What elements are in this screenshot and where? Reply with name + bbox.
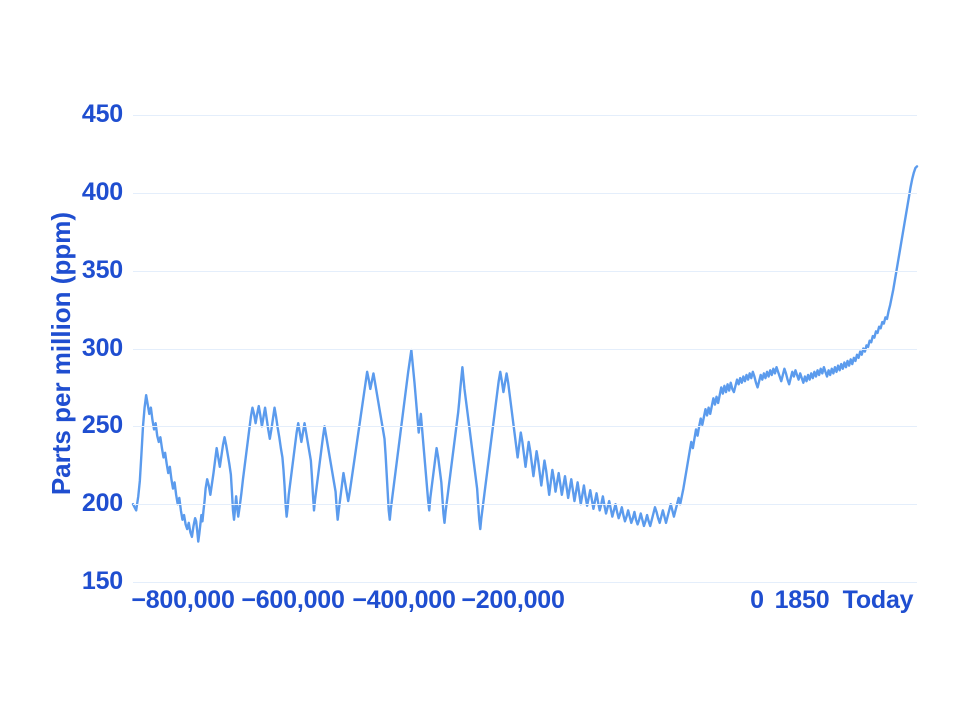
y-tick-label-wrap: 300 bbox=[0, 336, 123, 362]
x-tick-label: −400,000 bbox=[352, 586, 456, 614]
y-tick-label: 400 bbox=[81, 178, 123, 206]
y-tick-label-wrap: 150 bbox=[0, 569, 123, 595]
y-tick-label-wrap: 350 bbox=[0, 258, 123, 284]
gridline bbox=[133, 193, 917, 194]
y-tick-label: 150 bbox=[81, 567, 123, 595]
plot-area bbox=[131, 115, 919, 582]
y-tick-label-wrap: 400 bbox=[0, 180, 123, 206]
gridline bbox=[133, 426, 917, 427]
gridline bbox=[133, 504, 917, 505]
y-tick-label: 350 bbox=[81, 256, 123, 284]
x-tick-label: 1850 bbox=[774, 586, 830, 614]
gridline bbox=[133, 115, 917, 116]
x-tick-label: −200,000 bbox=[461, 586, 565, 614]
gridline bbox=[133, 349, 917, 350]
y-tick-label: 200 bbox=[81, 489, 123, 517]
y-tick-label-wrap: 250 bbox=[0, 413, 123, 439]
x-tick-label: Today bbox=[842, 586, 914, 614]
x-tick-label: −600,000 bbox=[241, 586, 345, 614]
y-tick-label-wrap: 450 bbox=[0, 102, 123, 128]
gridline bbox=[133, 582, 917, 583]
gridline bbox=[133, 271, 917, 272]
y-tick-label: 250 bbox=[81, 411, 123, 439]
x-tick-label: −800,000 bbox=[131, 586, 235, 614]
co2-polyline bbox=[131, 165, 919, 543]
x-tick-label: 0 bbox=[750, 586, 764, 614]
co2-line-series bbox=[131, 165, 919, 543]
y-tick-label: 300 bbox=[81, 334, 123, 362]
y-tick-label-wrap: 200 bbox=[0, 491, 123, 517]
y-tick-label: 450 bbox=[81, 100, 123, 128]
